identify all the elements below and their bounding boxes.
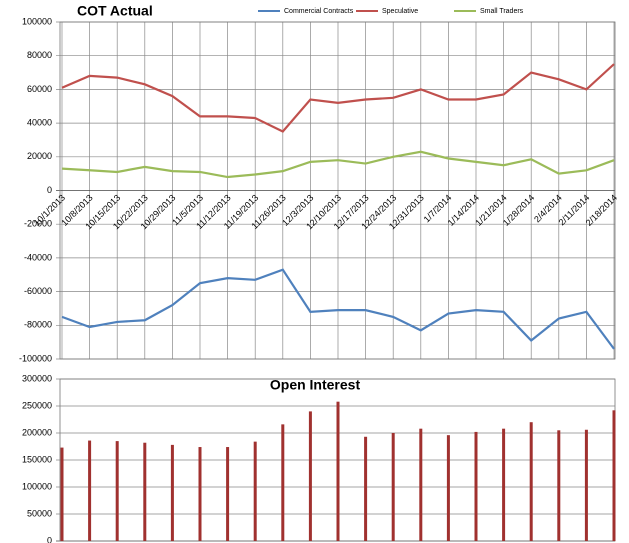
- bar: [60, 447, 64, 541]
- bar: [419, 428, 423, 541]
- bar: [502, 428, 506, 541]
- bar: [612, 410, 616, 541]
- bar: [336, 401, 340, 541]
- y-tick-label: -40000: [24, 252, 52, 262]
- y-tick-label: 0: [47, 185, 52, 195]
- bar: [364, 436, 368, 541]
- y-tick-label: 300000: [22, 373, 52, 383]
- y-tick-label: 250000: [22, 400, 52, 410]
- bar: [143, 442, 147, 541]
- legend-label: Commercial Contracts: [284, 8, 354, 15]
- y-tick-label: -20000: [24, 219, 52, 229]
- chart-title: Open Interest: [270, 377, 361, 393]
- line-series: [61, 150, 615, 179]
- bar: [474, 431, 478, 541]
- marks: -100000 -80000 -60000 -40000 -20000 0 20000 400…: [19, 8, 619, 543]
- bar: [446, 435, 450, 541]
- line-series: [61, 268, 615, 350]
- y-tick-label: 40000: [27, 117, 52, 127]
- bar: [198, 447, 202, 541]
- bar: [584, 429, 588, 541]
- y-tick-label: -100000: [19, 353, 52, 363]
- bar: [253, 441, 257, 541]
- y-tick-label: 20000: [27, 151, 52, 161]
- y-tick-label: 50000: [27, 508, 52, 518]
- bar: [391, 433, 395, 541]
- y-tick-label: 100000: [22, 481, 52, 491]
- legend-label: Small Traders: [480, 8, 524, 15]
- plot-frame: [59, 21, 616, 360]
- bar: [529, 422, 533, 541]
- bar: [557, 430, 561, 541]
- y-tick-label: 100000: [22, 16, 52, 26]
- bar: [308, 411, 312, 541]
- legend-label: Speculative: [382, 8, 418, 15]
- y-tick-label: 0: [47, 535, 52, 543]
- bar: [281, 424, 285, 541]
- bar: [170, 444, 174, 541]
- line-series: [61, 63, 615, 133]
- bar: [115, 441, 119, 541]
- chart-title: COT Actual: [77, 3, 153, 19]
- bar: [226, 447, 230, 541]
- y-tick-label: 150000: [22, 454, 52, 464]
- y-tick-label: 60000: [27, 84, 52, 94]
- bar: [88, 440, 92, 541]
- y-tick-label: 200000: [22, 427, 52, 437]
- y-tick-label: -60000: [24, 286, 52, 296]
- y-tick-label: 80000: [27, 50, 52, 60]
- y-tick-label: -80000: [24, 320, 52, 330]
